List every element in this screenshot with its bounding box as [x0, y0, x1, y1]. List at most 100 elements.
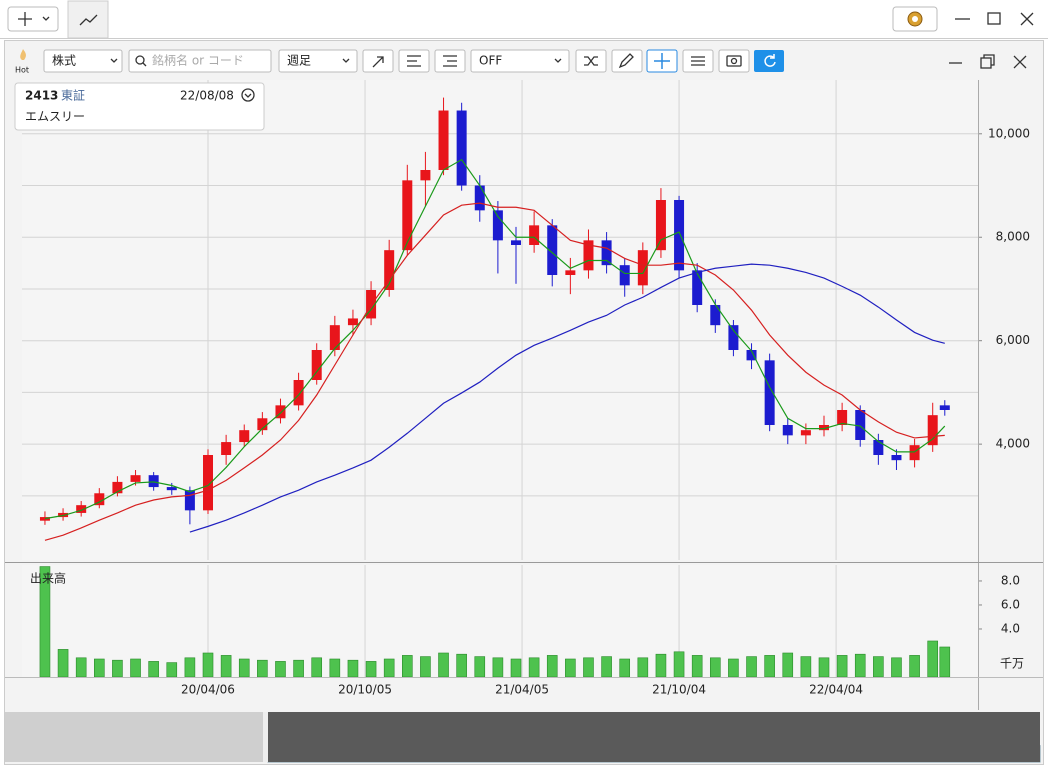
y-tick-label: 6,000: [996, 333, 1030, 347]
align-left-tool[interactable]: [398, 49, 430, 73]
candle-body: [746, 350, 757, 361]
volume-bar: [939, 646, 951, 678]
hot-icon[interactable]: Hot: [15, 49, 29, 75]
volume-bar: [655, 653, 667, 678]
draw-tool[interactable]: [611, 49, 643, 73]
volume-bar: [619, 658, 631, 678]
settings-tool[interactable]: [682, 49, 714, 73]
volume-bar: [220, 655, 232, 678]
close-button[interactable]: [1020, 12, 1034, 26]
panel-close[interactable]: [1013, 55, 1027, 69]
refresh-button[interactable]: [754, 50, 784, 72]
volume-bar: [510, 658, 522, 678]
volume-bar: [854, 653, 866, 678]
volume-bar: [800, 656, 812, 678]
volume-unit: 千万: [1000, 657, 1024, 671]
candle-body: [76, 505, 87, 513]
market-select[interactable]: 株式: [43, 49, 123, 73]
trendline-tool[interactable]: [362, 49, 394, 73]
chart-tab[interactable]: [67, 0, 109, 39]
period-select[interactable]: 週足: [278, 49, 358, 73]
x-tick-label: 22/04/04: [809, 683, 863, 697]
candle-body: [239, 430, 250, 443]
candle-body: [819, 425, 830, 431]
navigator[interactable]: [5, 712, 1040, 762]
volume-bar: [257, 659, 268, 678]
candle-body: [529, 225, 540, 245]
shuffle-tool[interactable]: [575, 49, 607, 73]
x-tick-label: 20/10/05: [338, 683, 392, 697]
volume-bar: [184, 657, 196, 678]
search-placeholder: 銘柄名 or コード: [152, 53, 244, 68]
market-value: 株式: [52, 53, 76, 68]
info-card: 2413 東証 22/08/08 エムスリー: [14, 82, 265, 131]
stock-exchange: 東証: [61, 89, 85, 103]
volume-bar: [764, 655, 775, 678]
candle-body: [692, 270, 703, 305]
volume-bar: [637, 657, 649, 678]
volume-bar: [202, 652, 214, 678]
candle-body: [873, 440, 884, 455]
candle-body: [637, 250, 648, 286]
add-button[interactable]: [7, 6, 59, 32]
volume-bar: [546, 655, 558, 678]
volume-bar: [57, 649, 69, 678]
volume-bar: [492, 657, 504, 678]
candle-body: [891, 455, 902, 461]
candle-body: [311, 350, 322, 380]
volume-bar: [293, 659, 304, 678]
volume-bar: [746, 656, 757, 678]
volume-bar: [691, 655, 703, 678]
candle-body: [148, 475, 159, 488]
settings-button[interactable]: [892, 6, 938, 32]
volume-bar: [782, 652, 794, 678]
crosshair-tool[interactable]: [646, 49, 678, 73]
candle-body: [112, 481, 123, 494]
volume-bar: [728, 658, 739, 678]
volume-bar: [383, 658, 395, 678]
candle-body: [674, 200, 685, 271]
volume-bar: [166, 662, 178, 678]
volume-bar: [818, 657, 830, 678]
period-value: 週足: [287, 54, 311, 68]
candle-body: [837, 410, 848, 425]
candle-body: [511, 240, 522, 245]
candle-body: [94, 493, 105, 506]
candle-body: [939, 405, 950, 410]
maximize-button[interactable]: [987, 12, 1001, 25]
candle-body: [166, 487, 177, 491]
volume-bar: [347, 659, 359, 678]
search-box[interactable]: 銘柄名 or コード: [128, 49, 272, 73]
y-tick-label: 6.0: [1001, 597, 1020, 611]
volume-bar: [148, 661, 159, 678]
volume-bar: [75, 657, 87, 678]
candle-body: [402, 180, 413, 251]
overlay-select[interactable]: OFF: [470, 49, 570, 73]
panel-restore[interactable]: [980, 54, 995, 69]
align-right-tool[interactable]: [434, 49, 466, 73]
volume-bar: [873, 656, 884, 678]
y-tick-label: 8.0: [1001, 573, 1020, 587]
candle-body: [420, 170, 431, 181]
camera-tool[interactable]: [718, 49, 750, 73]
volume-bar: [420, 656, 431, 678]
candle-body: [764, 360, 775, 425]
volume-bar: [909, 655, 920, 678]
candle-body: [800, 430, 811, 436]
candle-body: [347, 318, 358, 326]
candle-body: [655, 200, 666, 251]
candle-body: [438, 110, 449, 170]
candle-body: [782, 425, 793, 436]
candle-body: [583, 240, 594, 271]
volume-bar: [709, 657, 721, 678]
y-tick-label: 10,000: [988, 126, 1030, 140]
moving-average: [44, 158, 946, 520]
volume-bar: [673, 651, 685, 678]
card-toggle[interactable]: [241, 88, 255, 102]
candle-body: [384, 250, 395, 290]
volume-bar: [329, 658, 341, 678]
volume-bar: [836, 655, 848, 678]
volume-bar: [94, 658, 105, 678]
